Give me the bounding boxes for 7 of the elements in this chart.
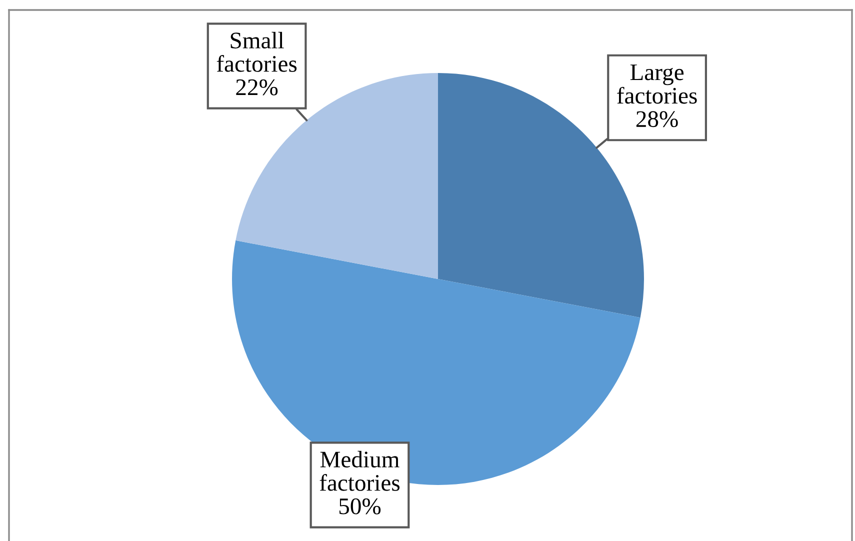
data-label: 50% bbox=[339, 498, 381, 514]
pie-slice bbox=[236, 73, 438, 279]
data-label: 22% bbox=[236, 79, 278, 96]
slice-label: Small factories bbox=[216, 32, 297, 72]
data-label: 28% bbox=[636, 111, 678, 128]
slice-label: Large factories bbox=[617, 64, 697, 104]
slice-label: Medium factories bbox=[320, 450, 400, 491]
